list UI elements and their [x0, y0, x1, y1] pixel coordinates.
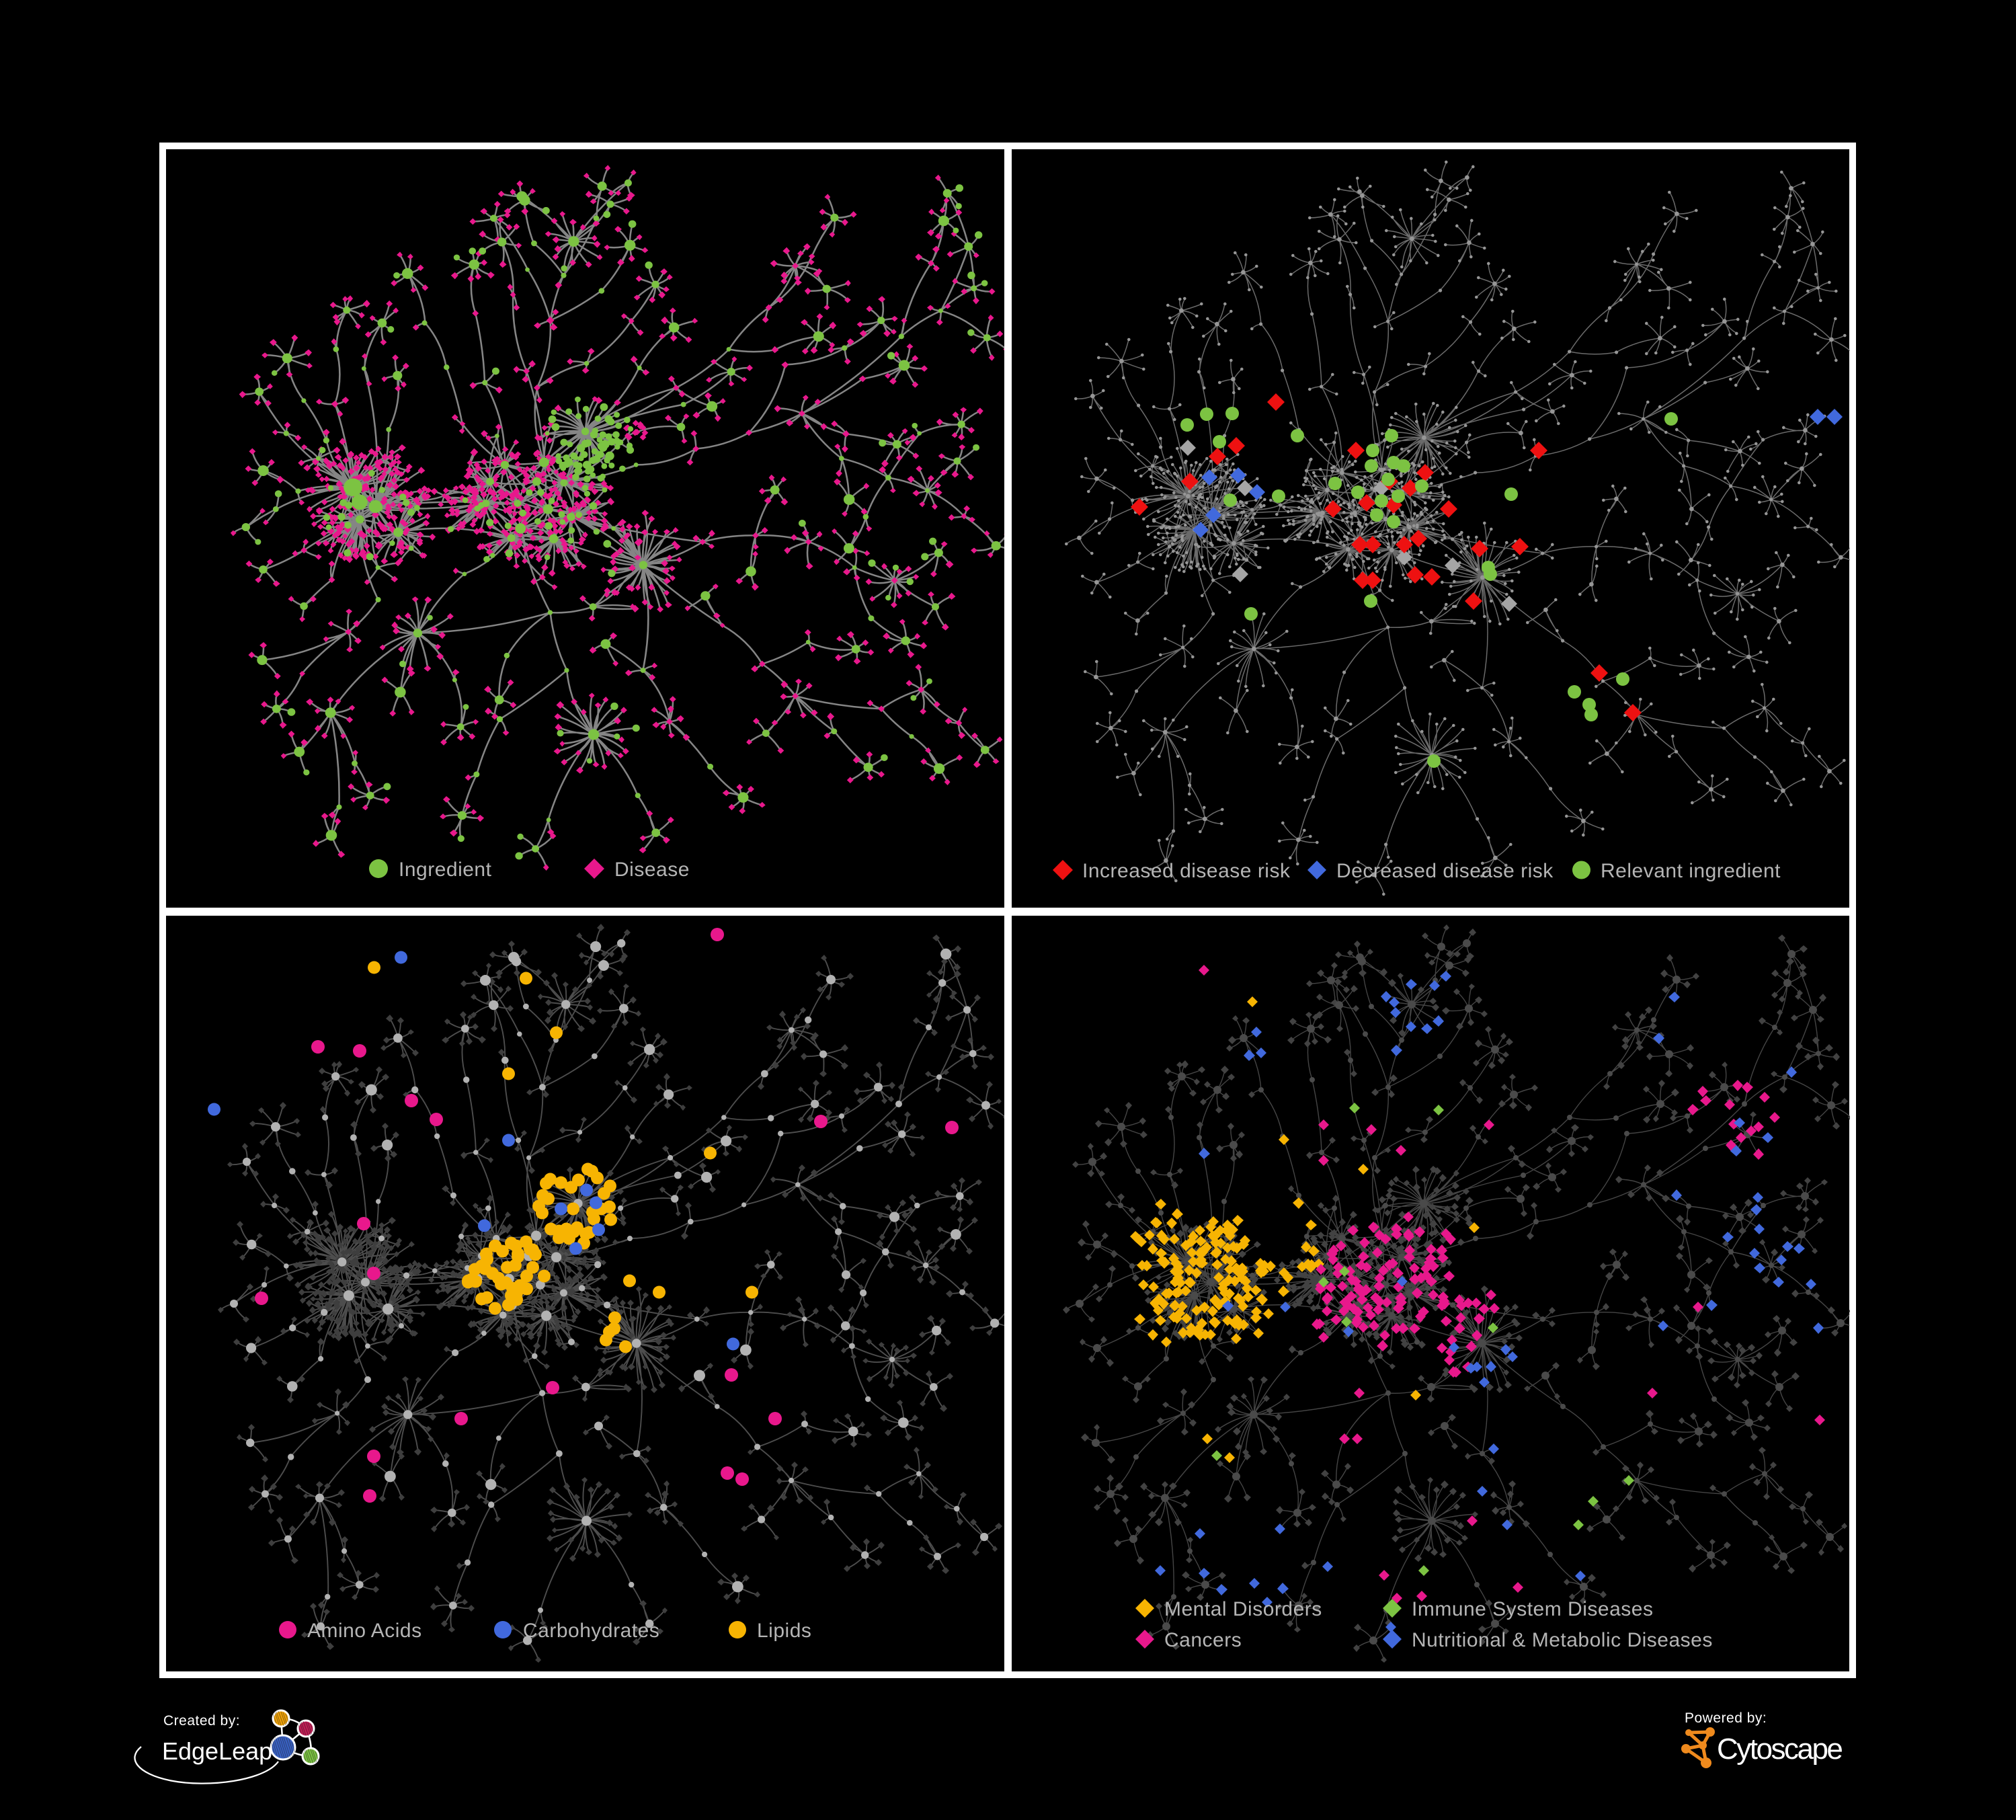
svg-text:Carbohydrates: Carbohydrates — [523, 1620, 659, 1642]
svg-text:EdgeLeap: EdgeLeap — [162, 1737, 272, 1765]
svg-text:Relevant ingredient: Relevant ingredient — [1601, 860, 1781, 882]
svg-text:Powered by:: Powered by: — [1685, 1710, 1767, 1726]
svg-text:Increased disease risk: Increased disease risk — [1082, 860, 1291, 882]
svg-text:Disease: Disease — [614, 859, 690, 881]
svg-text:Created by:: Created by: — [163, 1713, 240, 1729]
svg-text:Mental Disorders: Mental Disorders — [1164, 1598, 1322, 1620]
svg-text:Ingredient: Ingredient — [399, 859, 492, 881]
svg-text:Immune System Diseases: Immune System Diseases — [1412, 1598, 1653, 1620]
svg-text:Cytoscape: Cytoscape — [1717, 1733, 1842, 1766]
svg-text:Decreased disease risk: Decreased disease risk — [1336, 860, 1554, 882]
svg-text:Lipids: Lipids — [757, 1620, 811, 1642]
svg-text:Nutritional & Metabolic Diseas: Nutritional & Metabolic Diseases — [1412, 1629, 1713, 1651]
svg-text:Cancers: Cancers — [1164, 1629, 1242, 1651]
svg-text:Amino Acids: Amino Acids — [307, 1620, 422, 1642]
